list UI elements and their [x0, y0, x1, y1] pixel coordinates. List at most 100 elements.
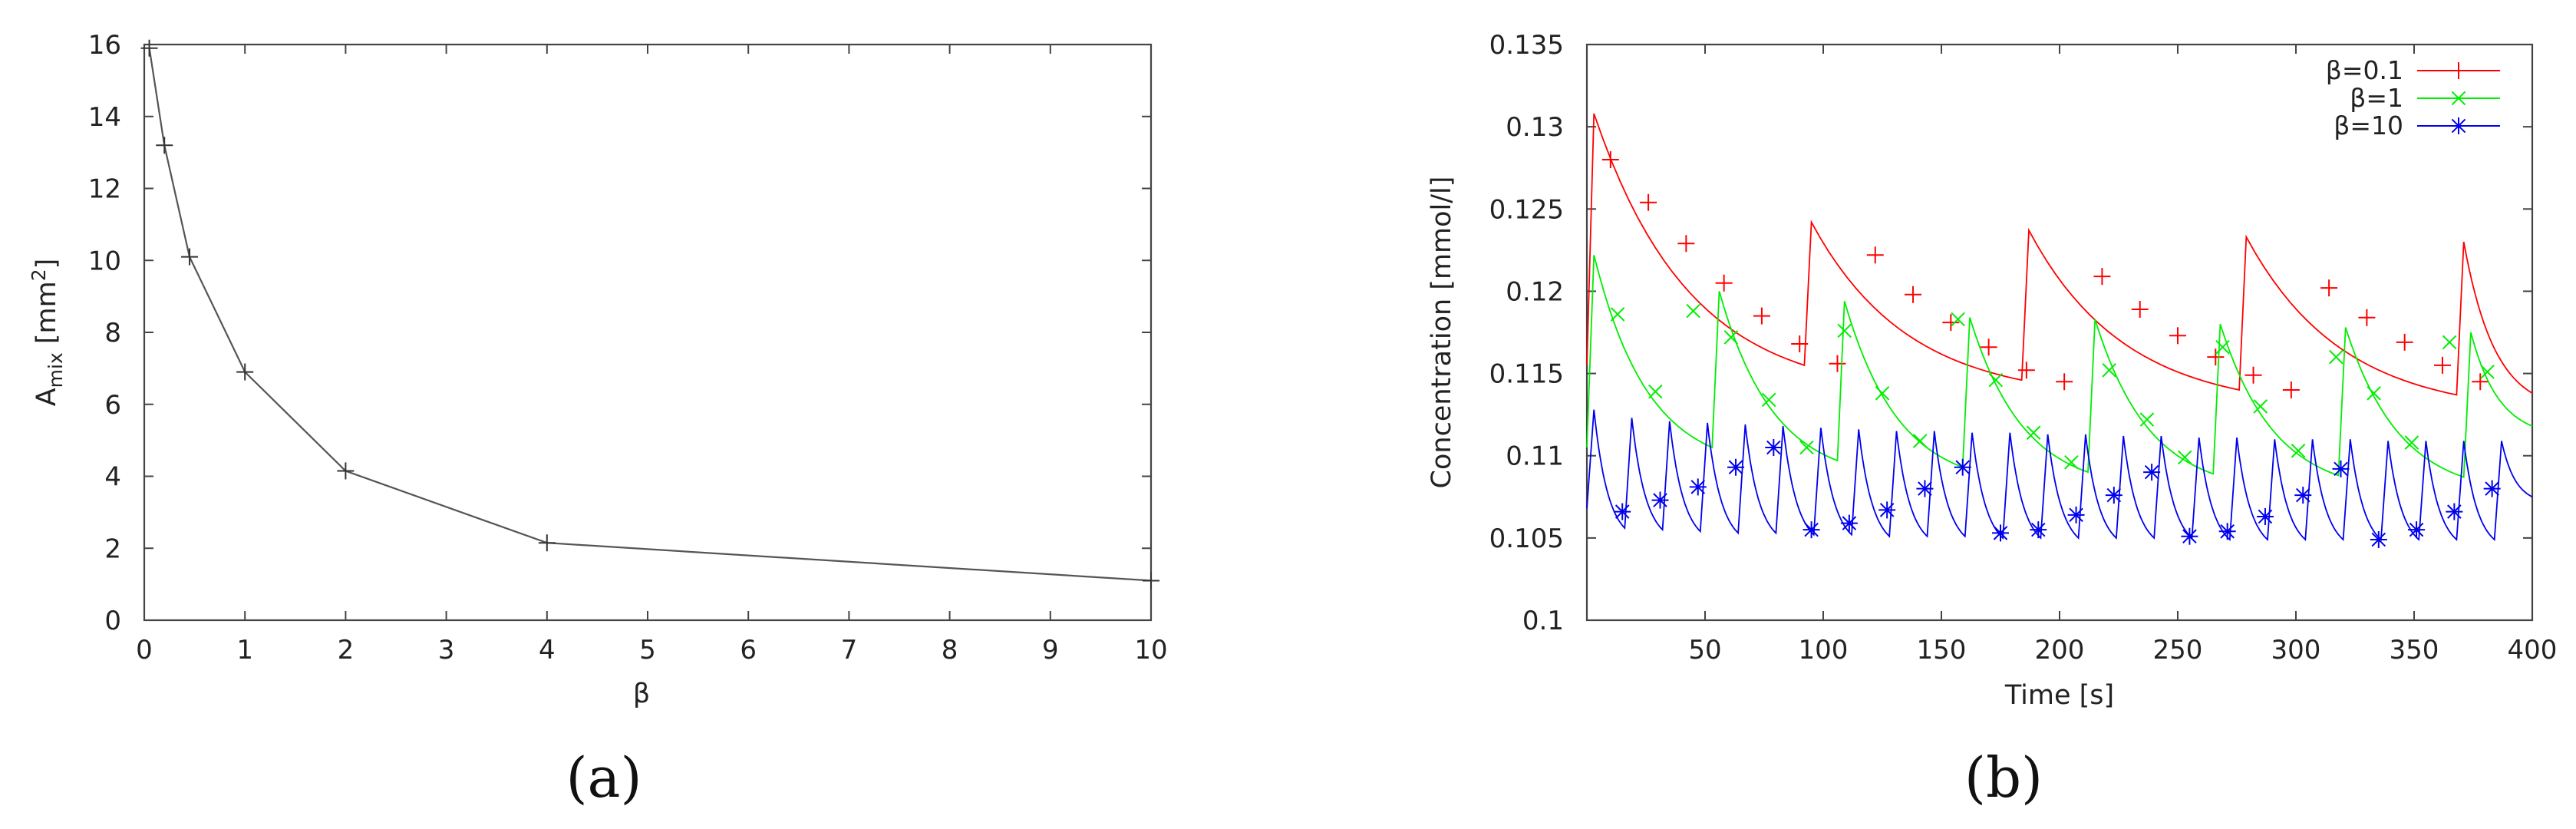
panel-b-data-point-0 [2433, 356, 2451, 374]
panel-b-data-point-2-d2 [1653, 493, 1667, 507]
panel-a-data-point [538, 534, 556, 552]
panel-b-x-axis-label: Time [s] [2004, 680, 2114, 711]
panel-b-data-point-2 [1878, 501, 1896, 519]
panel-b-y-tick-label: 0.13 [1506, 112, 1564, 143]
panel-b-data-point-1 [1988, 372, 2004, 388]
panel-b-data-point-1 [2064, 454, 2079, 470]
panel-b-data-point-1-d2 [2139, 412, 2155, 427]
panel-b-data-point-1 [2480, 365, 2495, 379]
panel-a-series-line [148, 48, 1152, 582]
panel-b-data-point-0 [1640, 193, 1657, 211]
panel-b-data-point-1 [1648, 384, 1663, 399]
panel-a-x-tick-label: 2 [338, 635, 355, 666]
panel-b-data-point-2 [1840, 514, 1858, 532]
panel-b-data-point-2-d2 [2030, 522, 2046, 537]
panel-a-data-point [156, 137, 173, 154]
panel-b-data-point-0 [2396, 333, 2413, 351]
panel-b-data-point-2 [1651, 491, 1669, 509]
panel-b-data-point-2-d2 [2371, 532, 2386, 547]
panel-a-caption: (a) [566, 745, 642, 810]
panel-b-data-point-2 [2370, 531, 2387, 548]
panel-b-data-point-1-d2 [1837, 323, 1852, 339]
panel-b-data-point-1-d2 [1610, 307, 1625, 322]
panel-b-ticks: 50 100 150 200 250 300 350 400 0.1 0.105 0.11 0.115… [1489, 30, 2558, 666]
panel-a-x-tick-label: 6 [740, 635, 757, 666]
panel-b-legend-marker [2451, 91, 2466, 106]
panel-b-data-point-1-d2 [2177, 450, 2192, 465]
panel-b-data-point-1-d2 [2026, 425, 2041, 441]
panel-a-y-tick-label: 16 [88, 30, 121, 61]
panel-b-legend-label: β=10 [2334, 111, 2403, 140]
panel-b-series-line-1 [1586, 255, 2533, 478]
panel-b-data-point-2-d2 [1879, 503, 1895, 517]
panel-a-data-point [236, 363, 254, 381]
panel-b-data-point-1-d2 [2480, 365, 2495, 379]
panel-a-data-point [181, 248, 199, 266]
panel-b-data-point-2-d2 [2334, 461, 2348, 477]
panel-a-x-tick-label: 7 [841, 635, 858, 666]
panel-b-data-point-1 [1799, 440, 1814, 455]
panel-b-data-point-2-d2 [2258, 509, 2273, 524]
panel-b-y-tick-label: 0.115 [1489, 359, 1564, 390]
panel-b-data-point-1 [1912, 434, 1928, 448]
panel-b-data-point-1 [1837, 323, 1852, 339]
panel-b-data-point-0 [2093, 268, 2111, 286]
panel-b-legend: β=0.1β=1β=10 [2326, 55, 2500, 140]
panel-b-x-tick-label: 300 [2271, 635, 2321, 666]
panel-b-legend-marker [2450, 117, 2467, 134]
panel-b-legend-marker [2450, 62, 2467, 79]
panel-b-data-point-1 [2404, 435, 2419, 450]
panel-a-data-point [337, 462, 355, 480]
panel-b-x-tick-label: 200 [2035, 635, 2085, 666]
panel-b-data-point-1 [2177, 450, 2192, 465]
panel-b-data-point-0 [2358, 309, 2376, 326]
panel-b-data-point-1 [1686, 303, 1700, 319]
panel-b-data-point-1-d2 [1951, 312, 1965, 327]
panel-b-data-point-2-d2 [2069, 507, 2083, 523]
panel-a-x-tick-label: 5 [639, 635, 656, 666]
panel-b-x-tick-label: 400 [2508, 635, 2558, 666]
panel-b-data-point-0 [2245, 366, 2262, 384]
panel-b-data-point-2 [2483, 480, 2501, 497]
panel-b-data-point-2-d2 [1955, 460, 1971, 475]
panel-b-data-point-2-d2 [2409, 522, 2424, 537]
panel-b-data-point-0 [1866, 246, 1884, 264]
panel-b-data-point-1-d2 [1799, 440, 1814, 455]
panel-b-data-point-2-d2 [2144, 464, 2159, 480]
panel-b-legend-marker-d2 [2451, 91, 2466, 106]
panel-b-data-point-2 [2181, 527, 2198, 545]
panel-a-y-tick-label: 8 [104, 318, 121, 348]
panel-a-x-tick-label: 9 [1042, 635, 1059, 666]
panel-b-data-point-2-d2 [1615, 504, 1630, 519]
panel-a-x-tick-label: 0 [136, 635, 153, 666]
panel-b-x-tick-label: 150 [1917, 635, 1967, 666]
panel-b-data-point-2 [2332, 460, 2350, 477]
panel-b-data-point-0 [1980, 339, 1997, 356]
panel-b-data-point-1-d2 [1988, 372, 2004, 388]
panel-b-data-point-0 [2207, 348, 2225, 366]
panel-b-data-point-2 [2408, 521, 2426, 539]
panel-b-data-point-2-d2 [1804, 522, 1819, 537]
panel-b-y-tick-label: 0.135 [1489, 30, 1564, 61]
panel-b-data-point-0 [2131, 301, 2149, 318]
panel-b-x-tick-label: 250 [2153, 635, 2203, 666]
panel-a-x-tick-label: 10 [1134, 635, 1167, 666]
panel-b-data-point-1 [2139, 412, 2155, 427]
panel-b-data-point-2 [2030, 521, 2047, 539]
panel-b-data-point-2 [1954, 458, 1971, 476]
panel-b-data-point-2 [1689, 478, 1707, 496]
panel-b-y-tick-label: 0.125 [1489, 194, 1564, 225]
panel-b-data-point-0 [2320, 279, 2338, 297]
panel-a-data-point [140, 39, 158, 57]
panel-b-data-point-2-d2 [1766, 440, 1781, 455]
panel-b-data-point-1 [2253, 399, 2268, 414]
panel-b-data-point-1 [2329, 349, 2343, 365]
panel-b-data-point-2-d2 [2295, 487, 2310, 503]
panel-b-y-tick-label: 0.12 [1506, 276, 1564, 307]
panel-b-x-tick-label: 100 [1799, 635, 1849, 666]
panel-b-data-point-1-d2 [2064, 454, 2079, 470]
panel-b-data-point-2 [2294, 487, 2312, 504]
panel-b-data-point-0 [2169, 327, 2186, 345]
panel-b-plot-area [1586, 113, 2533, 548]
